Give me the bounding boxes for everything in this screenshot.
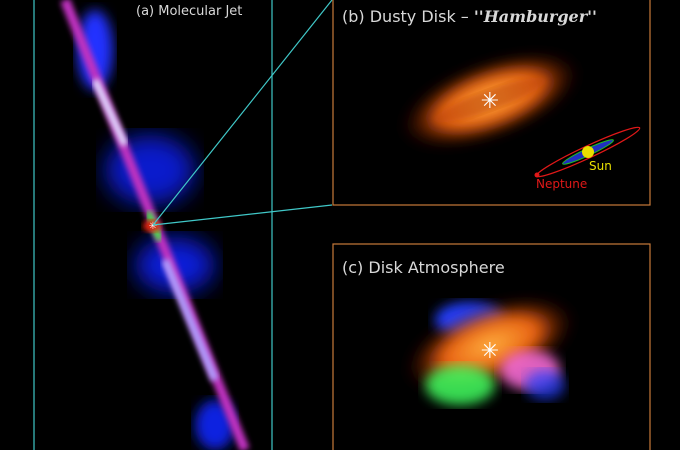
panel-b-label: (b) Dusty Disk – ''Hamburger'' (342, 7, 597, 26)
dusty-disk-image: ✳ (399, 51, 641, 178)
disk-atmosphere-image: ✳ (404, 296, 576, 405)
panel-c-label: (c) Disk Atmosphere (342, 258, 505, 277)
panel-a-label: (a) Molecular Jet (136, 4, 243, 19)
disk-box (332, 0, 651, 206)
star-marker-icon: ✳ (149, 221, 157, 232)
sun-label: Sun (589, 159, 612, 173)
zoom-line-bottom (152, 204, 333, 226)
solar-system-scale-icon (534, 126, 641, 178)
neptune-label: Neptune (536, 177, 588, 191)
atmosphere-box (332, 243, 651, 450)
star-marker-icon: ✳ (481, 89, 499, 114)
jet-box (33, 0, 273, 450)
panel-b-label-name: ''Hamburger'' (473, 7, 597, 26)
zoom-line-top (152, 0, 333, 226)
molecular-jet: ✳ (60, 0, 250, 450)
panel-b-label-prefix: (b) Dusty Disk – (342, 7, 474, 26)
star-marker-icon: ✳ (481, 339, 499, 364)
